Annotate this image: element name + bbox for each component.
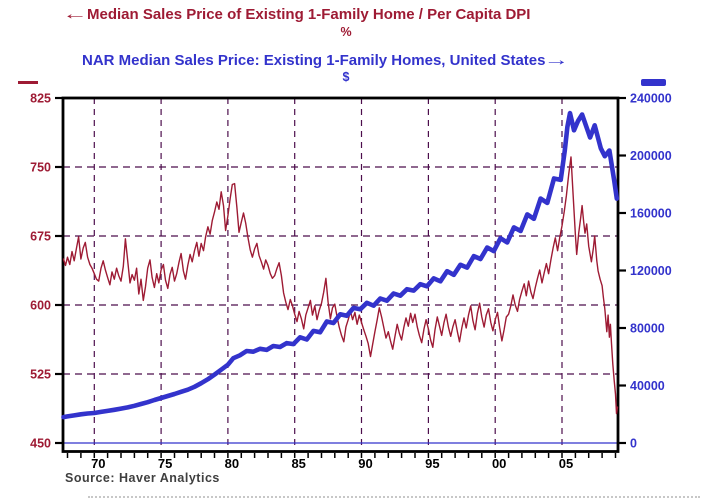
x-tick-label: 85 — [291, 456, 305, 471]
red-series-legend-line — [18, 81, 38, 84]
x-tick-label: 70 — [91, 456, 105, 471]
y-right-tick-label: 120000 — [630, 264, 672, 278]
x-tick-label: 05 — [559, 456, 573, 471]
left-series-title-text: Median Sales Price of Existing 1-Family … — [87, 6, 531, 23]
y-right-tick-label: 80000 — [630, 322, 665, 336]
x-tick-label: 00 — [492, 456, 506, 471]
blue-series-legend-line — [641, 79, 666, 86]
y-left-tick-label: 825 — [30, 92, 51, 106]
x-tick-label: 75 — [158, 456, 172, 471]
right-series-title-text: NAR Median Sales Price: Existing 1-Famil… — [82, 52, 546, 69]
left-series-title: ← Median Sales Price of Existing 1-Famil… — [62, 6, 530, 23]
left-arrow-icon: ← — [62, 5, 88, 23]
y-right-tick-label: 240000 — [630, 92, 672, 106]
y-left-tick-label: 750 — [30, 161, 51, 175]
x-tick-label: 95 — [425, 456, 439, 471]
plot-frame — [61, 96, 620, 453]
y-right-tick-label: 160000 — [630, 207, 672, 221]
y-left-tick-label: 525 — [30, 368, 51, 382]
right-axis-unit-label: $ — [342, 70, 350, 84]
y-right-tick-label: 40000 — [630, 379, 665, 393]
y-right-tick-label: 200000 — [630, 149, 672, 163]
source-note: Source: Haver Analytics — [65, 471, 220, 485]
right-arrow-icon: → — [543, 51, 570, 69]
y-right-tick-label: 0 — [630, 437, 637, 451]
ratio-series-line — [62, 156, 619, 415]
bottom-divider — [88, 496, 700, 498]
y-left-tick-label: 675 — [30, 230, 51, 244]
x-tick-label: 90 — [358, 456, 372, 471]
x-tick-label: 80 — [225, 456, 239, 471]
left-axis-unit-label: % — [340, 25, 352, 39]
y-left-tick-label: 600 — [30, 299, 51, 313]
right-series-title: NAR Median Sales Price: Existing 1-Famil… — [82, 52, 569, 69]
price-series-line — [61, 110, 620, 420]
y-left-tick-label: 450 — [30, 437, 51, 451]
